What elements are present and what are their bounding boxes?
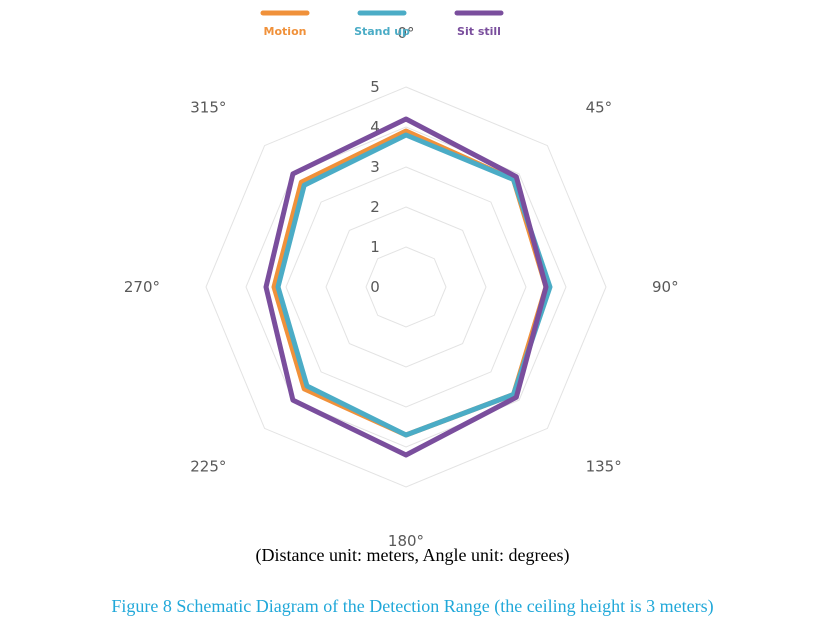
series-line-stand-up bbox=[275, 132, 553, 438]
grid-ring-1 bbox=[365, 246, 447, 328]
legend-label-motion: Motion bbox=[264, 25, 307, 38]
radial-tick-label: 2 bbox=[370, 198, 380, 216]
grid-ring-3 bbox=[285, 166, 527, 408]
grid-ring-5 bbox=[205, 86, 607, 488]
radial-tick-label: 3 bbox=[370, 158, 380, 176]
angle-label-90: 90° bbox=[652, 278, 679, 296]
radar-grid bbox=[205, 86, 607, 488]
grid-ring-4 bbox=[245, 126, 567, 448]
series-lines bbox=[263, 116, 553, 458]
angle-label-180: 180° bbox=[388, 532, 424, 550]
angle-label-0: 0° bbox=[397, 24, 414, 42]
figure-caption: Figure 8 Schematic Diagram of the Detect… bbox=[111, 596, 714, 616]
angle-label-225: 225° bbox=[190, 458, 226, 476]
legend-label-stand-up: Stand up bbox=[354, 25, 410, 38]
angle-labels: 0° 45° 90° 135° 180° 225° 270° 315° bbox=[124, 24, 679, 550]
legend-label-sit-still: Sit still bbox=[457, 25, 501, 38]
angle-label-270: 270° bbox=[124, 278, 160, 296]
legend: Motion Stand up Sit still bbox=[260, 10, 504, 38]
units-note: (Distance unit: meters, Angle unit: degr… bbox=[255, 545, 570, 565]
grid-ring-2 bbox=[325, 206, 487, 368]
radial-tick-labels: 0 1 2 3 4 5 bbox=[370, 78, 380, 296]
angle-label-135: 135° bbox=[586, 458, 622, 476]
radial-tick-label: 4 bbox=[370, 118, 380, 136]
series-line-sit-still bbox=[263, 116, 549, 458]
angle-label-315: 315° bbox=[190, 98, 226, 116]
radial-tick-label: 1 bbox=[370, 238, 380, 256]
radial-tick-label: 0 bbox=[370, 278, 380, 296]
radial-tick-label: 5 bbox=[370, 78, 380, 96]
angle-label-45: 45° bbox=[586, 98, 613, 116]
